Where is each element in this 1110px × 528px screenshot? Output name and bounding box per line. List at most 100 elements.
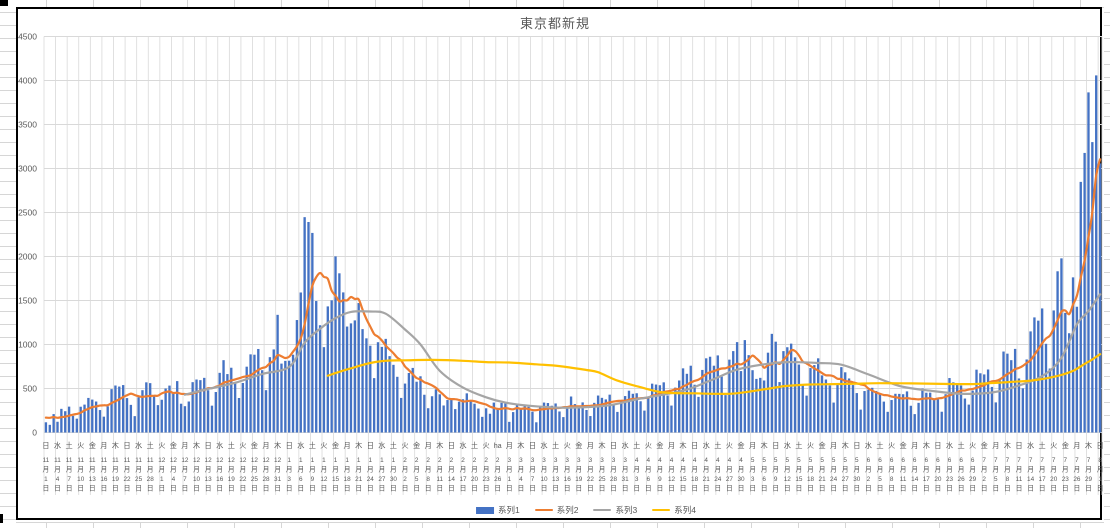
bar[interactable] [423,394,426,433]
bar[interactable] [631,393,635,433]
bar[interactable] [249,354,252,433]
bar[interactable] [539,406,542,433]
bar[interactable] [986,369,990,433]
bar[interactable] [461,399,465,433]
bar[interactable] [550,405,553,433]
bar[interactable] [963,398,967,433]
bar[interactable] [403,383,407,433]
bar[interactable] [206,390,210,433]
bar[interactable] [898,393,901,433]
chart-object[interactable] [16,7,1102,520]
bar[interactable] [1052,310,1055,433]
bar[interactable] [299,292,302,433]
bar[interactable] [998,380,1001,433]
bar[interactable] [191,382,194,433]
bar[interactable] [326,306,329,433]
chart-title[interactable]: 東京都新規 [519,16,590,31]
bar[interactable] [1002,351,1005,433]
bar[interactable] [106,406,109,433]
bar[interactable] [407,373,411,433]
bar[interactable] [369,345,372,433]
bar[interactable] [728,359,731,433]
bar[interactable] [511,412,515,433]
bar[interactable] [527,406,530,433]
bar[interactable] [1010,360,1013,433]
bar[interactable] [515,404,519,433]
bar[interactable] [1021,388,1025,433]
bar[interactable] [762,380,766,433]
bar[interactable] [469,401,472,433]
bar[interactable] [681,368,685,433]
bar[interactable] [558,411,561,433]
bar[interactable] [623,396,627,433]
bar[interactable] [581,402,584,433]
bar[interactable] [593,402,596,433]
bar[interactable] [1037,320,1040,433]
bar[interactable] [936,399,940,433]
bar[interactable] [627,390,631,433]
bar[interactable] [44,422,48,433]
bar[interactable] [87,397,90,433]
bar[interactable] [844,372,847,433]
bar[interactable] [925,392,928,433]
bar[interactable] [67,406,71,433]
y-axis-labels[interactable]: 0 500 1000 1500 2000 2500 3000 3500 4000 4500 [18,31,37,437]
bar[interactable] [952,382,955,433]
bar[interactable] [685,373,689,433]
bar[interactable] [465,393,468,433]
bar[interactable] [535,422,538,433]
bar[interactable] [149,383,152,433]
bar[interactable] [419,376,422,433]
bar[interactable] [137,397,140,433]
bar[interactable] [759,377,762,433]
bar[interactable] [793,357,797,433]
bar[interactable] [901,394,905,433]
bar[interactable] [1056,271,1059,433]
bar[interactable] [257,348,260,433]
bar[interactable] [932,398,936,433]
bar[interactable] [496,408,499,433]
bar[interactable] [608,394,611,433]
x-axis-labels[interactable]: 日11月1日水11月4日土11月7日火11月10日金11月13日月11月16日木… [42,441,1103,493]
bar-series-1[interactable] [44,75,1102,433]
bar[interactable] [801,384,804,433]
bar[interactable] [867,389,870,433]
bar[interactable] [674,387,677,433]
bar[interactable] [315,301,318,433]
bar[interactable] [415,381,418,433]
bar[interactable] [654,384,658,433]
bar[interactable] [98,410,102,433]
bar[interactable] [446,400,449,433]
bar[interactable] [288,360,291,433]
bar[interactable] [705,358,708,433]
bar[interactable] [840,367,843,433]
bar[interactable] [56,421,59,433]
bar[interactable] [712,365,716,433]
bar[interactable] [755,378,758,433]
bar[interactable] [639,401,642,433]
line-series-2[interactable] [44,158,1102,419]
bar[interactable] [272,349,275,433]
bar[interactable] [542,402,546,433]
bar[interactable] [71,415,75,433]
bar[interactable] [91,399,94,433]
bar[interactable] [376,342,380,433]
bar[interactable] [454,409,457,433]
bar[interactable] [508,421,511,433]
legend-item-系列2[interactable]: 系列2 [534,504,579,516]
bar[interactable] [295,320,299,433]
bar[interactable] [102,416,106,433]
bar[interactable] [160,399,163,433]
bar[interactable] [824,379,828,433]
bar[interactable] [427,408,430,433]
bar[interactable] [307,222,310,433]
bar[interactable] [268,357,272,433]
bar[interactable] [979,373,982,433]
bar[interactable] [832,402,835,433]
bar[interactable] [226,374,229,433]
legend-item-系列4[interactable]: 系列4 [652,504,696,516]
bar[interactable] [1006,353,1009,433]
bar[interactable] [813,365,816,433]
bar[interactable] [1060,258,1063,433]
bar[interactable] [1087,92,1090,433]
